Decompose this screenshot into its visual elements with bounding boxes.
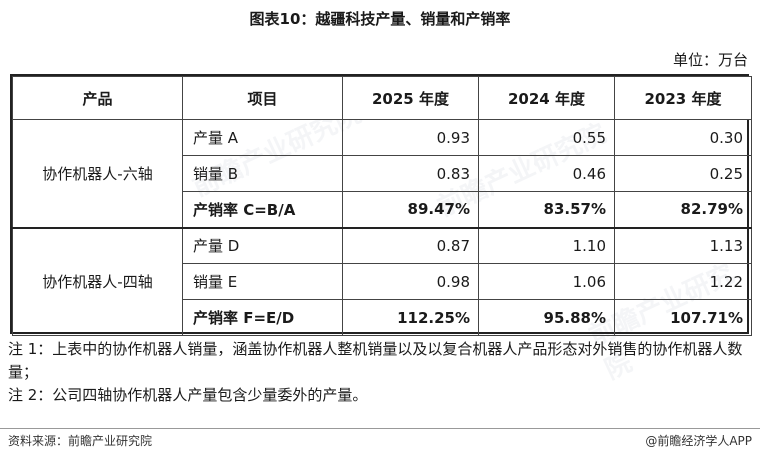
header-item: 项目 (182, 76, 343, 120)
cell-2025: 0.83 (342, 155, 479, 192)
cell-2023: 82.79% (614, 191, 752, 228)
cell-2024: 83.57% (478, 191, 615, 228)
row-item: 产销率 C=B/A (182, 191, 343, 228)
header-product: 产品 (12, 76, 183, 120)
table-row: 协作机器人-六轴 产量 A 0.93 0.55 0.30 (12, 119, 752, 228)
cell-2024: 0.55 (478, 119, 615, 156)
table-row: 产销率 F=E/D 112.25% 95.88% 107.71% (13, 299, 752, 336)
cell-2025: 112.25% (342, 299, 479, 336)
cell-2023: 1.13 (614, 226, 752, 264)
note-2: 注 2：公司四轴协作机器人产量包含少量委外的产量。 (8, 386, 368, 404)
table-row: 产销率 C=B/A 89.47% 83.57% 82.79% (13, 191, 752, 228)
group-name: 协作机器人-四轴 (12, 226, 183, 336)
row-item: 产量 D (182, 226, 343, 264)
cell-2023: 0.25 (614, 155, 752, 192)
row-item: 产量 A (182, 119, 343, 156)
table-row: 销量 B 0.83 0.46 0.25 (13, 155, 752, 192)
row-item: 销量 E (182, 263, 343, 300)
cell-2024: 1.10 (478, 226, 615, 264)
cell-2023: 107.71% (614, 299, 752, 336)
data-table-container: 产品 项目 2025 年度 2024 年度 2023 年度 协作机器人-六轴 产… (10, 74, 752, 336)
cell-2023: 0.30 (614, 119, 752, 156)
cell-2025: 89.47% (342, 191, 479, 228)
row-item: 销量 B (182, 155, 343, 192)
table-header-row: 产品 项目 2025 年度 2024 年度 2023 年度 (12, 76, 752, 120)
note-1: 注 1：上表中的协作机器人销量，涵盖协作机器人整机销量以及以复合机器人产品形态对… (8, 340, 743, 381)
page-title: 图表10：越疆科技产量、销量和产销率 (249, 10, 511, 28)
cell-2025: 0.93 (342, 119, 479, 156)
unit-label: 单位：万台 (672, 51, 748, 69)
header-2025: 2025 年度 (342, 76, 479, 120)
source-label: 资料来源：前瞻产业研究院 (8, 434, 153, 448)
brand-label: @前瞻经济学人APP (645, 434, 752, 448)
header-2023: 2023 年度 (614, 76, 752, 120)
table-row: 销量 E 0.98 1.06 1.22 (13, 263, 752, 300)
row-item: 产销率 F=E/D (182, 299, 343, 336)
footer: 资料来源：前瞻产业研究院 @前瞻经济学人APP (0, 428, 760, 451)
cell-2024: 0.46 (478, 155, 615, 192)
data-table: 产品 项目 2025 年度 2024 年度 2023 年度 协作机器人-六轴 产… (12, 76, 752, 336)
header-2024: 2024 年度 (478, 76, 615, 120)
notes: 注 1：上表中的协作机器人销量，涵盖协作机器人整机销量以及以复合机器人产品形态对… (8, 338, 754, 407)
group-name: 协作机器人-六轴 (12, 119, 183, 228)
cell-2024: 1.06 (478, 263, 615, 300)
cell-2025: 0.98 (342, 263, 479, 300)
cell-2023: 1.22 (614, 263, 752, 300)
cell-2024: 95.88% (478, 299, 615, 336)
table-row: 协作机器人-四轴 产量 D 0.87 1.10 1.13 (12, 226, 752, 336)
cell-2025: 0.87 (342, 226, 479, 264)
